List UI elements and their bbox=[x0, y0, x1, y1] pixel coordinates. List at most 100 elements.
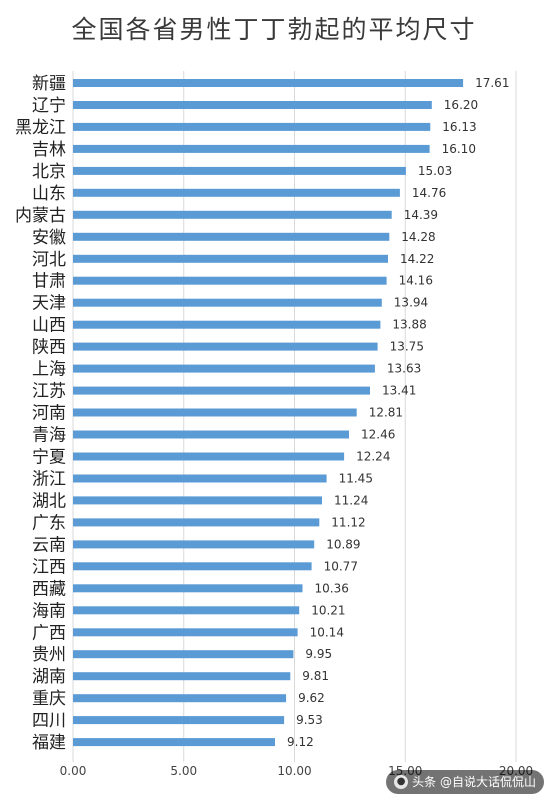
category-label: 北京 bbox=[32, 162, 66, 182]
data-label: 9.12 bbox=[287, 735, 314, 749]
category-label: 宁夏 bbox=[32, 448, 66, 468]
data-label: 16.13 bbox=[442, 120, 476, 134]
data-label: 16.10 bbox=[442, 142, 476, 156]
category-label: 江西 bbox=[32, 557, 66, 577]
bar bbox=[73, 694, 287, 703]
bar bbox=[73, 298, 382, 307]
bar bbox=[73, 232, 390, 241]
x-tick-label: 5.00 bbox=[170, 764, 197, 778]
watermark-text: 头条 @自说大话侃侃山 bbox=[412, 775, 536, 789]
watermark: ● 头条 @自说大话侃侃山 bbox=[386, 770, 544, 794]
bar bbox=[73, 738, 275, 747]
avatar-icon: ● bbox=[394, 775, 409, 789]
bar bbox=[73, 716, 285, 725]
bar bbox=[73, 408, 357, 417]
category-label: 湖北 bbox=[32, 491, 66, 511]
data-label: 13.41 bbox=[382, 384, 416, 398]
category-label: 福建 bbox=[32, 733, 66, 753]
data-label: 12.46 bbox=[361, 428, 395, 442]
data-label: 14.28 bbox=[401, 230, 435, 244]
category-label: 广东 bbox=[32, 513, 66, 533]
data-label: 14.39 bbox=[404, 208, 438, 222]
x-tick-label: 0.00 bbox=[60, 764, 87, 778]
data-label: 10.89 bbox=[326, 537, 360, 551]
data-label: 14.16 bbox=[399, 274, 433, 288]
category-label: 甘肃 bbox=[32, 272, 66, 292]
data-label: 17.61 bbox=[475, 76, 509, 90]
category-label: 湖南 bbox=[32, 667, 66, 687]
category-label: 内蒙古 bbox=[15, 206, 66, 226]
bar bbox=[73, 606, 300, 615]
data-label: 12.81 bbox=[369, 406, 403, 420]
bar bbox=[73, 79, 464, 87]
data-label: 13.63 bbox=[387, 362, 421, 376]
category-label: 河南 bbox=[32, 404, 66, 424]
category-label: 青海 bbox=[32, 426, 66, 446]
bar bbox=[73, 364, 375, 373]
category-label: 安徽 bbox=[32, 228, 66, 248]
bar bbox=[73, 518, 320, 527]
bar bbox=[73, 276, 387, 285]
data-label: 10.14 bbox=[310, 625, 344, 639]
category-label: 山东 bbox=[32, 184, 66, 204]
bar bbox=[73, 672, 291, 681]
bar bbox=[73, 650, 294, 659]
data-label: 11.24 bbox=[334, 493, 368, 507]
data-label: 9.81 bbox=[302, 669, 329, 683]
category-label: 辽宁 bbox=[32, 96, 66, 116]
data-label: 13.75 bbox=[390, 340, 424, 354]
bar bbox=[73, 584, 303, 593]
bar bbox=[73, 386, 370, 395]
data-label: 16.20 bbox=[444, 98, 478, 112]
bar bbox=[73, 188, 400, 197]
bar bbox=[73, 320, 381, 329]
data-label: 10.21 bbox=[311, 603, 345, 617]
category-label: 山西 bbox=[32, 316, 66, 336]
data-label: 12.24 bbox=[356, 450, 390, 464]
bar bbox=[73, 474, 327, 483]
category-label: 上海 bbox=[32, 360, 66, 380]
data-label: 10.77 bbox=[324, 559, 358, 573]
data-label: 9.53 bbox=[296, 713, 323, 727]
data-label: 10.36 bbox=[315, 581, 349, 595]
category-label: 河北 bbox=[32, 250, 66, 270]
bar bbox=[73, 562, 312, 571]
category-label: 贵州 bbox=[32, 645, 66, 665]
bar bbox=[73, 166, 406, 175]
data-label: 13.94 bbox=[394, 296, 428, 310]
bar bbox=[73, 122, 431, 131]
data-label: 11.12 bbox=[331, 515, 365, 529]
category-label: 黑龙江 bbox=[15, 118, 66, 138]
category-label: 重庆 bbox=[32, 689, 66, 709]
category-label: 云南 bbox=[32, 535, 66, 555]
category-label: 四川 bbox=[32, 711, 66, 731]
category-label: 海南 bbox=[32, 601, 66, 621]
data-label: 14.76 bbox=[412, 186, 446, 200]
bar bbox=[73, 452, 345, 461]
bar bbox=[73, 210, 392, 219]
category-label: 天津 bbox=[32, 294, 66, 314]
category-label: 吉林 bbox=[32, 140, 66, 160]
bar bbox=[73, 144, 430, 153]
data-label: 9.62 bbox=[298, 691, 325, 705]
category-label: 广西 bbox=[32, 623, 66, 643]
bar bbox=[73, 101, 432, 109]
category-label: 浙江 bbox=[32, 470, 66, 490]
bar bbox=[73, 496, 322, 505]
category-label: 新疆 bbox=[32, 74, 66, 94]
chart-title: 全国各省男性丁丁勃起的平均尺寸 bbox=[71, 15, 477, 44]
data-label: 15.03 bbox=[418, 164, 452, 178]
data-label: 11.45 bbox=[339, 472, 373, 486]
data-label: 14.22 bbox=[400, 252, 434, 266]
bar bbox=[73, 628, 298, 637]
bar bbox=[73, 254, 388, 263]
x-tick-label: 10.00 bbox=[277, 764, 311, 778]
bar bbox=[73, 430, 349, 439]
category-label: 西藏 bbox=[32, 579, 66, 599]
category-label: 江苏 bbox=[32, 382, 66, 402]
bar bbox=[73, 540, 315, 549]
bar bbox=[73, 342, 378, 351]
data-label: 13.88 bbox=[392, 318, 426, 332]
data-label: 9.95 bbox=[305, 647, 332, 661]
